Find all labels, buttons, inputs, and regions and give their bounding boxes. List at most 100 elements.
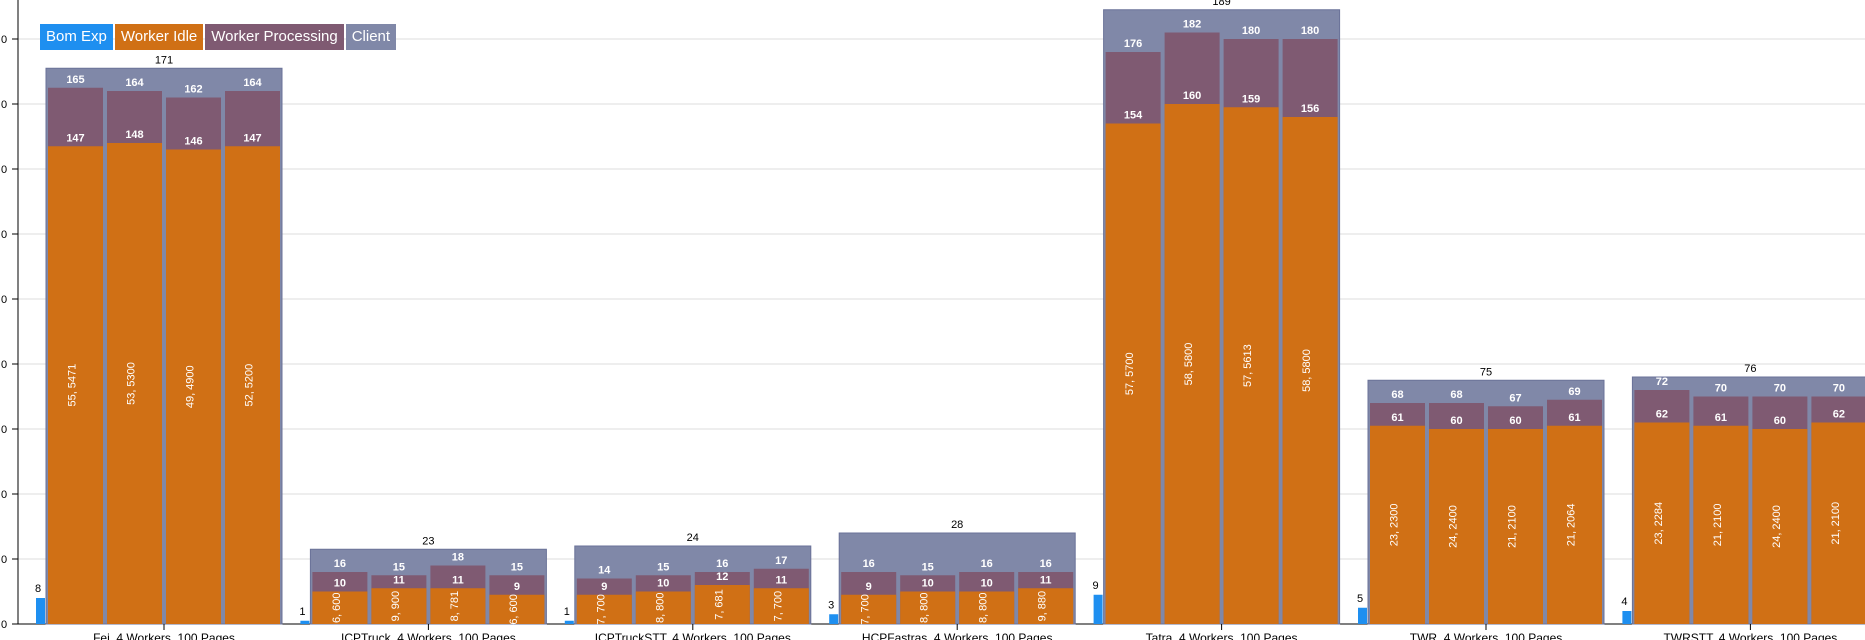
worker-idle-bar <box>1164 104 1220 624</box>
bom-exp-bar <box>564 620 574 624</box>
worker-client-label: 15 <box>393 561 405 573</box>
bom-exp-label: 1 <box>299 606 305 618</box>
client-total-label: 171 <box>155 54 173 66</box>
worker-processing-label: 160 <box>1183 90 1201 102</box>
worker-client-label: 69 <box>1568 386 1580 398</box>
worker-idle-bar <box>635 591 691 624</box>
worker-client-label: 15 <box>511 561 523 573</box>
y-tick-label: 0 <box>1 489 7 501</box>
group: 3 28 16 97, 700 15 10 8, 800 16 10 8, 800 16 11 9, 8… <box>828 519 1076 640</box>
worker-processing-label: 10 <box>922 578 934 590</box>
x-tick-label: ICPTruckSTT, 4 Workers, 100 Pages <box>595 631 791 640</box>
worker-processing-label: 62 <box>1833 409 1845 421</box>
bom-exp-bar <box>829 614 839 624</box>
worker-processing-label: 11 <box>1040 574 1052 586</box>
worker-client-label: 15 <box>657 561 669 573</box>
worker-processing-label: 61 <box>1391 412 1403 424</box>
group: 9 189 176 154 57, 5700 182 160 58, 5800 180 159 57… <box>1093 0 1341 640</box>
worker-idle-label: 8, 781 <box>449 591 461 622</box>
bom-exp-label: 5 <box>1357 593 1363 605</box>
group: 8 171 165 147 55, 5471 164 148 53, 5300 162 146 49… <box>35 54 283 640</box>
legend-item-worker-processing[interactable]: Worker Processing <box>205 24 344 50</box>
worker-client-label: 16 <box>981 558 993 570</box>
worker-idle-label: 24, 2400 <box>1771 505 1783 548</box>
worker-idle-label: 21, 2064 <box>1566 503 1578 546</box>
worker-idle-bar <box>753 588 809 624</box>
worker-idle-label: 58, 5800 <box>1301 349 1313 392</box>
worker-processing-label: 10 <box>981 578 993 590</box>
worker-idle-label: 49, 4900 <box>185 365 197 408</box>
worker-idle-bar <box>225 146 280 624</box>
worker-idle-bar <box>312 591 368 624</box>
x-tick-label: Tatra, 4 Workers, 100 Pages <box>1146 631 1298 640</box>
worker-idle-label: 7, 700 <box>860 594 872 625</box>
worker-idle-label: 8, 800 <box>654 592 666 623</box>
worker-idle-label: 7, 700 <box>595 594 607 625</box>
x-tick-label: ICPTruck, 4 Workers, 100 Pages <box>341 631 516 640</box>
x-tick-label: TWR, 4 Workers, 100 Pages <box>1410 631 1563 640</box>
x-tick-label: Fei, 4 Workers, 100 Pages <box>93 631 235 640</box>
bom-exp-label: 8 <box>35 583 41 595</box>
worker-processing-label: 9 <box>514 581 520 593</box>
worker-idle-bar <box>166 149 221 624</box>
group: 5 75 68 61 23, 2300 68 60 24, 2400 67 60 21, 2100 6… <box>1357 366 1605 640</box>
worker-client-label: 18 <box>452 552 464 564</box>
worker-processing-label: 60 <box>1774 415 1786 427</box>
worker-processing-label: 146 <box>184 136 202 148</box>
worker-client-label: 16 <box>863 558 875 570</box>
worker-idle-bar <box>1429 429 1484 624</box>
worker-idle-bar <box>371 588 427 624</box>
worker-idle-bar <box>1547 425 1602 624</box>
bom-exp-bar <box>1622 611 1632 624</box>
worker-client-label: 70 <box>1774 383 1786 395</box>
bom-exp-label: 9 <box>1093 580 1099 592</box>
worker-idle-label: 57, 5613 <box>1242 344 1254 387</box>
worker-idle-label: 9, 880 <box>1037 591 1049 622</box>
worker-processing-label: 11 <box>452 574 464 586</box>
worker-processing-label: 9 <box>601 581 607 593</box>
worker-idle-label: 9, 900 <box>390 591 402 622</box>
worker-processing-label: 11 <box>775 574 787 586</box>
worker-idle-label: 21, 2100 <box>1507 505 1519 548</box>
worker-idle-label: 23, 2300 <box>1389 503 1401 546</box>
worker-processing-label: 12 <box>716 571 728 583</box>
y-tick-label: 0 <box>1 294 7 306</box>
worker-client-label: 182 <box>1183 19 1201 31</box>
worker-client-label: 176 <box>1124 38 1142 50</box>
worker-client-label: 17 <box>775 555 787 567</box>
worker-idle-bar <box>1634 422 1690 624</box>
legend-item-client[interactable]: Client <box>345 24 397 50</box>
worker-idle-bar <box>1693 425 1749 624</box>
worker-processing-label: 62 <box>1656 409 1668 421</box>
x-tick-label: HCPFastras, 4 Workers, 100 Pages <box>862 631 1053 640</box>
legend: Bom Exp Worker Idle Worker Processing Cl… <box>40 24 397 50</box>
bom-exp-label: 3 <box>828 599 834 611</box>
worker-idle-bar <box>1018 588 1074 624</box>
legend-item-worker-idle[interactable]: Worker Idle <box>114 24 204 50</box>
worker-processing-label: 148 <box>125 129 143 141</box>
worker-idle-label: 7, 681 <box>713 589 725 620</box>
worker-client-label: 72 <box>1656 376 1668 388</box>
group: 4 76 72 62 23, 2284 70 61 21, 2100 70 60 24, 2400 7… <box>1621 363 1865 640</box>
y-tick-label: 0 <box>1 359 7 371</box>
worker-processing-label: 9 <box>866 581 872 593</box>
worker-idle-bar <box>1370 425 1425 624</box>
worker-client-label: 16 <box>716 558 728 570</box>
worker-idle-label: 52, 5200 <box>244 364 256 407</box>
worker-client-label: 165 <box>66 74 84 86</box>
worker-processing-label: 10 <box>334 578 346 590</box>
worker-idle-bar <box>1282 117 1338 624</box>
worker-processing-label: 60 <box>1450 415 1462 427</box>
worker-idle-bar <box>959 591 1015 624</box>
y-tick-label: 0 <box>1 424 7 436</box>
worker-processing-label: 159 <box>1242 93 1260 105</box>
client-total-label: 75 <box>1480 366 1492 378</box>
worker-processing-label: 11 <box>393 574 405 586</box>
worker-idle-bar <box>1752 429 1808 624</box>
worker-client-label: 180 <box>1242 25 1260 37</box>
worker-client-label: 68 <box>1391 389 1403 401</box>
worker-idle-bar <box>1811 422 1865 624</box>
worker-idle-bar <box>48 146 103 624</box>
worker-client-label: 68 <box>1450 389 1462 401</box>
legend-item-bom-exp[interactable]: Bom Exp <box>40 24 113 50</box>
